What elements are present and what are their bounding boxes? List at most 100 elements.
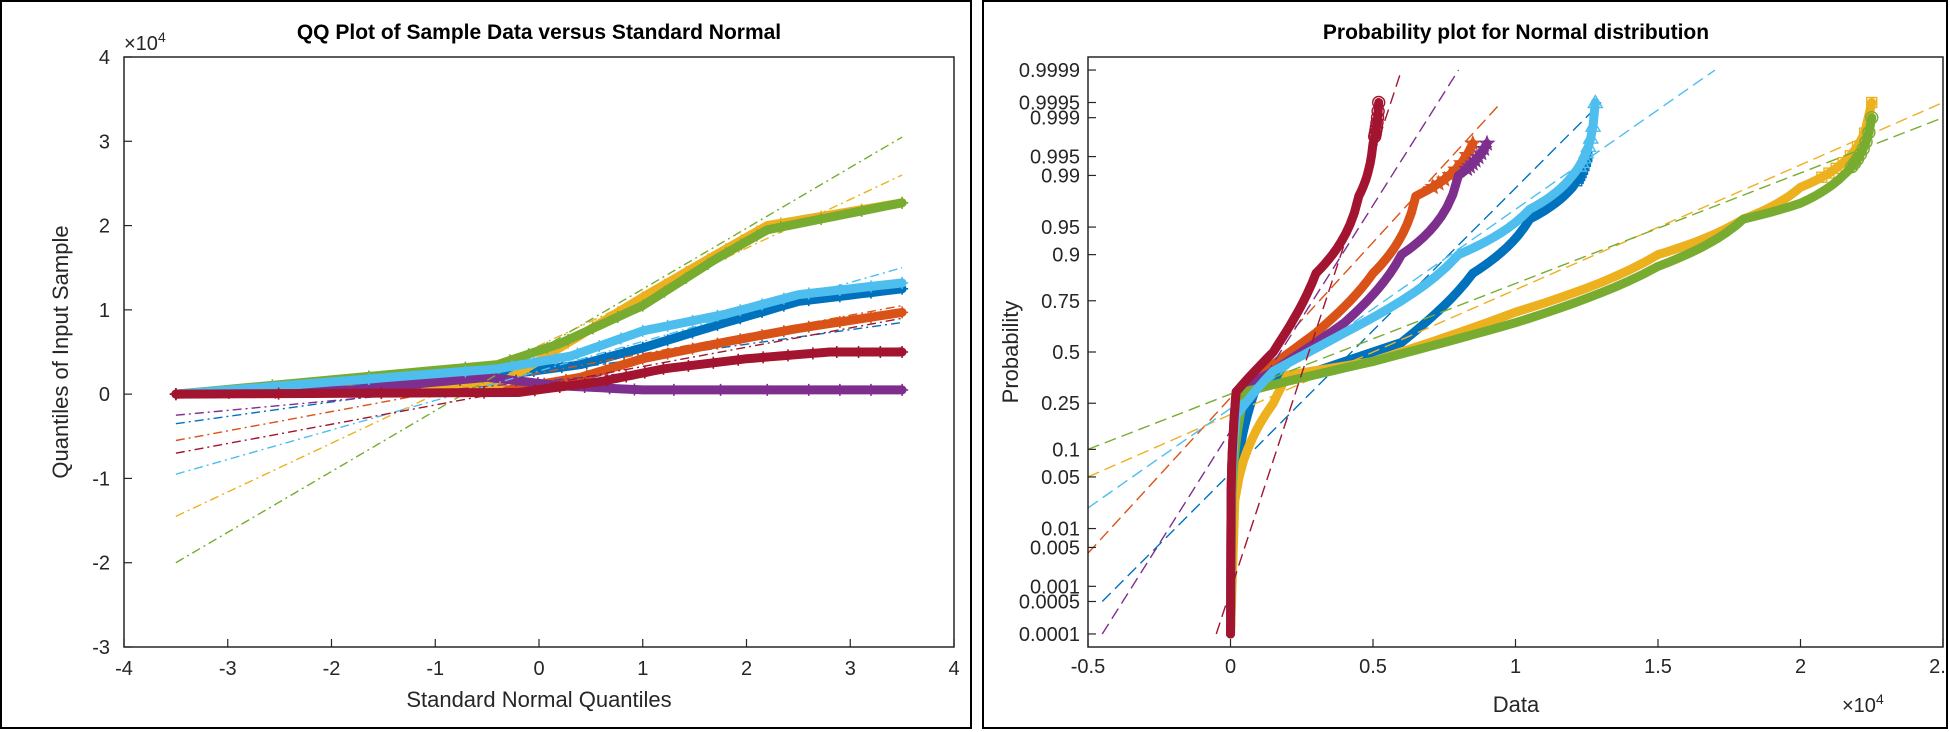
pp-star-marker: [1424, 178, 1442, 195]
pp-star-marker: [1435, 170, 1453, 187]
qq-plot-chart: QQ Plot of Sample Data versus Standard N…: [48, 21, 960, 712]
qq-plus-marker: [620, 370, 633, 383]
pp-circle-marker: [1371, 104, 1385, 118]
qq-plus-marker: [272, 387, 285, 400]
pp-circle-marker: [1369, 120, 1384, 134]
pp-y-tick-label: 0.995: [1030, 147, 1080, 169]
pp-x-tick-label: 2.5: [1929, 656, 1946, 678]
qq-y-tick-label: -2: [92, 553, 110, 575]
qq-plus-marker: [806, 347, 819, 360]
pp-y-tick-label: 0.999: [1030, 108, 1080, 130]
qq-plus-marker: [702, 257, 715, 270]
pp-y-tick-label: 0.0001: [1019, 624, 1080, 646]
qq-plus-marker: [527, 356, 540, 369]
pp-series-5: [1088, 110, 1943, 639]
qq-y-tick-label: 3: [99, 131, 110, 153]
qq-plus-marker: [636, 341, 649, 354]
qq-plus-marker: [874, 346, 887, 358]
qq-series-7: [169, 317, 909, 454]
qq-plus-marker: [852, 346, 865, 358]
qq-plus-marker: [667, 383, 680, 396]
qq-plus-marker: [777, 292, 790, 305]
qq-plus-marker: [522, 348, 535, 361]
pp-star-marker: [1430, 174, 1448, 191]
qq-plus-marker: [734, 333, 747, 346]
qq-plus-marker: [711, 337, 724, 350]
qq-plus-marker: [618, 346, 631, 359]
probability-plot-x-exponent: ×104: [1842, 691, 1884, 717]
pp-y-tick-label: 0.99: [1041, 165, 1080, 187]
qq-plus-marker: [599, 351, 612, 364]
pp-circle-marker: [1372, 95, 1386, 110]
qq-plus-marker: [628, 383, 641, 396]
qq-plus-marker: [638, 366, 651, 379]
pp-x-tick-label: 2: [1795, 656, 1806, 678]
qq-x-tick-label: -1: [426, 658, 444, 680]
qq-plus-marker: [586, 322, 599, 335]
qq-plus-marker: [865, 383, 877, 396]
qq-plus-marker: [782, 349, 794, 362]
pp-reference-line: [1101, 69, 1460, 635]
qq-plus-marker: [657, 362, 670, 375]
qq-x-tick-label: -3: [219, 658, 237, 680]
probability-plot-panel: Probability plot for Normal distribution…: [982, 0, 1950, 729]
pp-series-4: [1101, 69, 1496, 639]
pp-x-tick-label: 0.5: [1359, 656, 1387, 678]
qq-plus-marker: [855, 204, 868, 217]
qq-plus-marker: [611, 311, 624, 324]
qq-plus-marker: [896, 276, 909, 289]
pp-star-marker: [1469, 148, 1487, 165]
pp-star-marker: [1464, 134, 1482, 151]
pp-data-band: [1226, 152, 1592, 639]
pp-y-tick-label: 0.95: [1041, 217, 1080, 239]
qq-plus-marker: [658, 285, 671, 298]
pp-reference-line: [1101, 102, 1602, 602]
qq-plus-marker: [833, 315, 846, 328]
pp-x-tick-label: 1: [1510, 656, 1521, 678]
qq-plus-marker: [555, 361, 568, 374]
probability-plot-chart: Probability plot for Normal distribution…: [998, 21, 1950, 717]
qq-x-tick-label: 4: [948, 658, 959, 680]
qq-plus-marker: [686, 342, 699, 355]
qq-y-tick-label: -1: [92, 468, 110, 490]
pp-reference-line: [1088, 101, 1943, 478]
pp-y-tick-label: 0.9995: [1019, 93, 1080, 115]
pp-y-tick-label: 0.9999: [1019, 60, 1080, 82]
qq-plus-marker: [777, 325, 790, 338]
qq-plus-marker: [661, 347, 674, 360]
qq-plus-marker: [896, 383, 909, 396]
qq-plus-marker: [802, 287, 815, 300]
probability-plot-axes-box: [1087, 56, 1944, 648]
pp-y-tick-label: 0.5: [1052, 342, 1080, 364]
pp-star-marker: [1458, 146, 1476, 163]
qq-plus-marker: [459, 365, 472, 378]
pp-y-tick-label: 0.75: [1041, 291, 1080, 313]
qq-plus-marker: [636, 324, 649, 337]
pp-y-tick-label: 0.25: [1041, 393, 1080, 415]
qq-plus-marker: [714, 383, 727, 396]
pp-reference-line: [1088, 69, 1716, 509]
pp-star-marker: [1475, 139, 1493, 157]
pp-triangle-marker: [1584, 117, 1602, 132]
pp-series-3: [1088, 96, 1943, 639]
qq-plus-marker: [686, 326, 699, 339]
qq-x-tick-label: 2: [741, 658, 752, 680]
qq-plus-marker: [756, 298, 769, 311]
pp-x-tick-label: -0.5: [1071, 656, 1105, 678]
pp-reference-line: [1088, 102, 1502, 554]
probability-plot-ylabel: Probability: [998, 301, 1023, 404]
qq-plus-marker: [732, 353, 745, 366]
qq-plus-marker: [571, 347, 584, 360]
qq-plus-marker: [614, 332, 627, 345]
pp-data-band: [1226, 113, 1877, 639]
pp-series-7: [1215, 69, 1403, 639]
pp-circle-marker: [1862, 125, 1876, 140]
qq-plus-marker: [757, 351, 770, 364]
qq-plus-marker: [815, 212, 828, 225]
qq-plus-marker: [680, 271, 693, 284]
qq-plus-marker: [528, 384, 541, 397]
probability-plot-title: Probability plot for Normal distribution: [1323, 21, 1709, 44]
qq-plot-title: QQ Plot of Sample Data versus Standard N…: [297, 21, 781, 44]
pp-star-marker: [1472, 144, 1490, 161]
qq-plus-marker: [578, 377, 591, 390]
